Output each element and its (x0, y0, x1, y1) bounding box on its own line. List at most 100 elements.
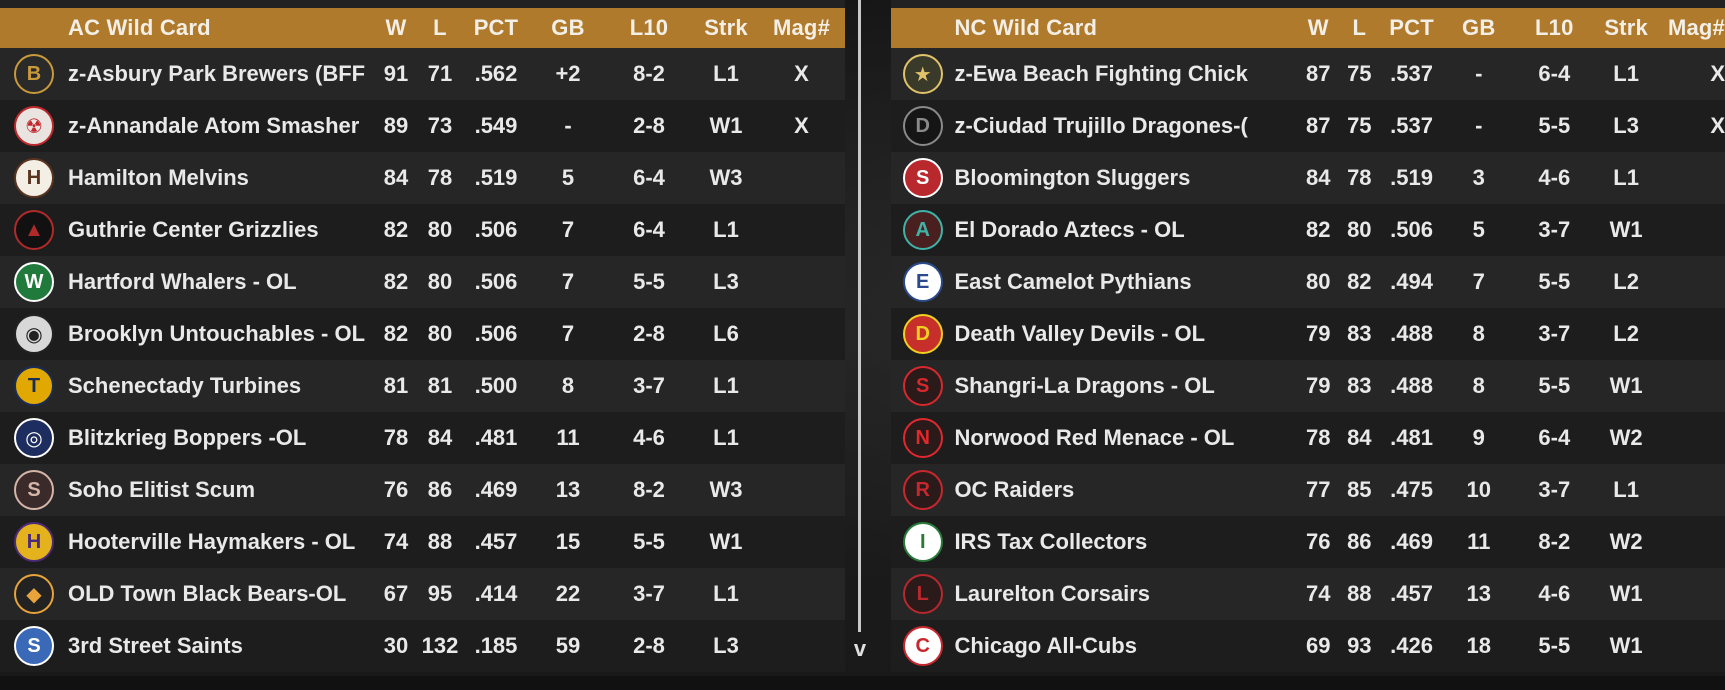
team-row[interactable]: ◎ Blitzkrieg Boppers -OL 78 84 .481 11 4-6 L1 (0, 412, 845, 464)
col-l10-header[interactable]: L10 (1535, 15, 1574, 40)
atom-smashers-logo: ☢ (14, 106, 54, 146)
games-back: 13 (1466, 581, 1491, 606)
team-name[interactable]: Chicago All-Cubs (954, 633, 1137, 658)
col-gb-header[interactable]: GB (1462, 15, 1496, 40)
games-back: - (1475, 61, 1483, 86)
team-name[interactable]: Bloomington Sluggers (954, 165, 1191, 190)
team-name[interactable]: Hamilton Melvins (68, 165, 249, 190)
team-name[interactable]: 3rd Street Saints (68, 633, 243, 658)
col-strk-header[interactable]: Strk (1604, 15, 1648, 40)
team-name[interactable]: East Camelot Pythians (954, 269, 1192, 294)
col-w-header[interactable]: W (385, 15, 407, 40)
last-ten: 5-5 (633, 269, 665, 294)
team-row[interactable]: C Chicago All-Cubs 69 93 .426 18 5-5 W1 (891, 620, 1725, 672)
losses: 80 (427, 269, 453, 294)
boppers-logo: ◎ (14, 418, 54, 458)
last-ten: 4-6 (1538, 581, 1571, 606)
streak: L3 (713, 269, 739, 294)
losses: 80 (1347, 217, 1372, 242)
team-row[interactable]: ☢ z-Annandale Atom Smasher 89 73 .549 - 2-8 W1 X (0, 100, 845, 152)
games-back: 7 (1472, 269, 1485, 294)
last-ten: 5-5 (1538, 373, 1571, 398)
col-mag-header[interactable]: Mag# (1667, 15, 1725, 40)
losses: 84 (427, 425, 453, 450)
streak: L2 (1613, 269, 1639, 294)
col-l-header[interactable]: L (1352, 15, 1367, 40)
wins: 84 (383, 165, 409, 190)
team-name[interactable]: z-Ewa Beach Fighting Chick (954, 61, 1248, 86)
grizzlies-logo: ▲ (14, 210, 54, 250)
losses: 80 (427, 321, 453, 346)
team-name[interactable]: Death Valley Devils - OL (954, 321, 1206, 346)
team-name[interactable]: El Dorado Aztecs - OL (954, 217, 1185, 242)
team-name[interactable]: OC Raiders (954, 477, 1075, 502)
brewers-logo: B (14, 54, 54, 94)
col-l10-header[interactable]: L10 (629, 15, 669, 40)
games-back: 8 (1472, 321, 1485, 346)
col-strk-header[interactable]: Strk (704, 15, 748, 40)
team-name[interactable]: Laurelton Corsairs (954, 581, 1151, 606)
col-gb-header[interactable]: GB (551, 15, 585, 40)
team-row[interactable]: R OC Raiders 77 85 .475 10 3-7 L1 (891, 464, 1725, 516)
team-name[interactable]: Shangri-La Dragons - OL (954, 373, 1215, 398)
team-name[interactable]: z-Annandale Atom Smasher (68, 113, 360, 138)
team-name[interactable]: Blitzkrieg Boppers -OL (68, 425, 307, 450)
team-row[interactable]: ◉ Brooklyn Untouchables - OL 82 80 .506 7 2-8 L… (0, 308, 845, 360)
team-name[interactable]: OLD Town Black Bears-OL (68, 581, 347, 606)
win-pct: .457 (1390, 581, 1433, 606)
panel-divider-scrollbar[interactable] (858, 0, 861, 632)
col-mag-header[interactable]: Mag# (772, 15, 831, 40)
team-name[interactable]: Hartford Whalers - OL (68, 269, 297, 294)
col-pct-header[interactable]: PCT (473, 15, 519, 40)
last-ten: 4-6 (633, 425, 665, 450)
dragones-logo: D (902, 106, 943, 146)
team-name[interactable]: Guthrie Center Grizzlies (68, 217, 319, 242)
team-row[interactable]: ★ z-Ewa Beach Fighting Chick 87 75 .537 - 6-4 L… (891, 48, 1725, 100)
team-row[interactable]: S Soho Elitist Scum 76 86 .469 13 8-2 W3 (0, 464, 845, 516)
ac-title[interactable]: AC Wild Card (68, 15, 211, 40)
streak: W1 (1609, 581, 1643, 606)
losses: 83 (1347, 321, 1372, 346)
team-name[interactable]: Brooklyn Untouchables - OL (68, 321, 366, 346)
team-row[interactable]: N Norwood Red Menace - OL 78 84 .481 9 6-4 W2 (891, 412, 1725, 464)
team-row[interactable]: D Death Valley Devils - OL 79 83 .488 8 3-7 L2 (891, 308, 1725, 360)
team-name[interactable]: z-Asbury Park Brewers (BFF (68, 61, 366, 86)
team-row[interactable]: H Hamilton Melvins 84 78 .519 5 6-4 W3 (0, 152, 845, 204)
losses: 88 (427, 529, 453, 554)
team-row[interactable]: I IRS Tax Collectors 76 86 .469 11 8-2 W2 (891, 516, 1725, 568)
team-row[interactable]: H Hooterville Haymakers - OL 74 88 .457 15 5-5… (0, 516, 845, 568)
team-name[interactable]: Soho Elitist Scum (68, 477, 256, 502)
team-name[interactable]: Norwood Red Menace - OL (954, 425, 1235, 450)
win-pct: .469 (1390, 529, 1433, 554)
team-row[interactable]: ◆ OLD Town Black Bears-OL 67 95 .414 22 3-7 L1 (0, 568, 845, 620)
team-row[interactable]: W Hartford Whalers - OL 82 80 .506 7 5-5 L3 (0, 256, 845, 308)
losses: 88 (1347, 581, 1372, 606)
team-row[interactable]: ▲ Guthrie Center Grizzlies 82 80 .506 7 6-4 L1 (0, 204, 845, 256)
team-name[interactable]: z-Ciudad Trujillo Dragones-( (954, 113, 1248, 138)
team-name[interactable]: Schenectady Turbines (68, 373, 302, 398)
team-row[interactable]: S 3rd Street Saints 30 132 .185 59 2-8 L3 (0, 620, 845, 672)
win-pct: .506 (474, 217, 518, 242)
col-pct-header[interactable]: PCT (1389, 15, 1434, 40)
team-row[interactable]: S Bloomington Sluggers 84 78 .519 3 4-6 L1 (891, 152, 1725, 204)
team-row[interactable]: E East Camelot Pythians 80 82 .494 7 5-5 L2 (891, 256, 1725, 308)
streak: L1 (713, 373, 739, 398)
streak: L1 (713, 217, 739, 242)
nc-title[interactable]: NC Wild Card (954, 15, 1098, 40)
team-row[interactable]: A El Dorado Aztecs - OL 82 80 .506 5 3-7 W1 (891, 204, 1725, 256)
streak: W2 (1609, 425, 1643, 450)
col-w-header[interactable]: W (1307, 15, 1329, 40)
wins: 79 (1306, 373, 1331, 398)
team-row[interactable]: L Laurelton Corsairs 74 88 .457 13 4-6 W1 (891, 568, 1725, 620)
games-back: 15 (555, 529, 581, 554)
losses: 132 (421, 633, 459, 658)
col-l-header[interactable]: L (433, 15, 447, 40)
team-name[interactable]: Hooterville Haymakers - OL (68, 529, 356, 554)
wins: 82 (1306, 217, 1331, 242)
team-name[interactable]: IRS Tax Collectors (954, 529, 1148, 554)
team-row[interactable]: T Schenectady Turbines 81 81 .500 8 3-7 L1 (0, 360, 845, 412)
team-row[interactable]: S Shangri-La Dragons - OL 79 83 .488 8 5-5 W1 (891, 360, 1725, 412)
scroll-down-icon[interactable]: v (853, 636, 867, 661)
